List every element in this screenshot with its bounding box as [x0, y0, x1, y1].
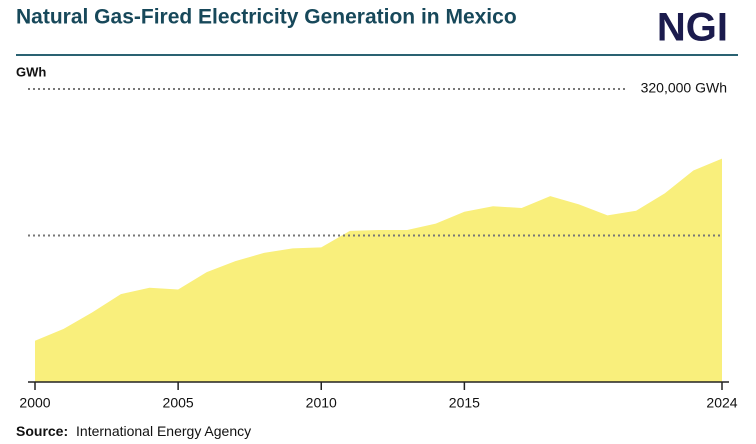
x-tick-label: 2010 [306, 395, 337, 411]
chart-title: Natural Gas-Fired Electricity Generation… [16, 6, 517, 29]
logo: NGI [657, 6, 728, 50]
y-axis-label: GWh [16, 64, 46, 79]
x-tick-label: 2005 [163, 395, 194, 411]
x-tick-label: 2015 [449, 395, 480, 411]
source-text: International Energy Agency [76, 423, 251, 439]
y-tick-label: 320,000 GWh [641, 80, 727, 96]
x-tick-label: 2024 [706, 395, 737, 411]
x-tick-label: 2000 [19, 395, 50, 411]
area [35, 158, 722, 382]
source-label: Source: [16, 423, 68, 439]
source: Source: International Energy Agency [16, 423, 251, 439]
